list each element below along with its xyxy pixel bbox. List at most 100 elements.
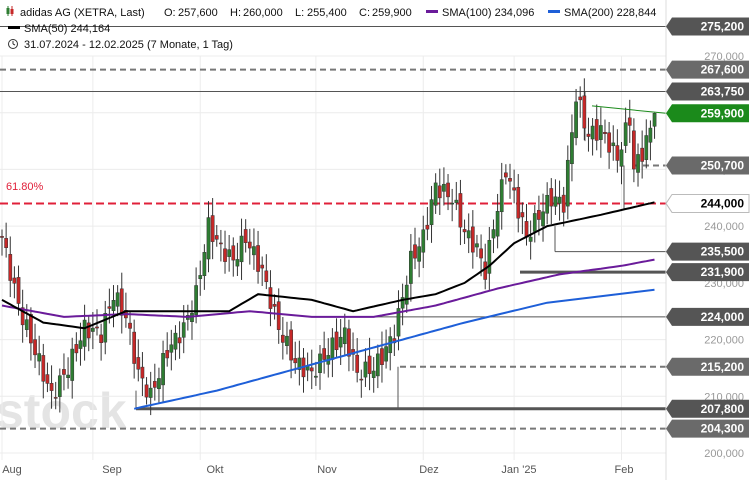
candle xyxy=(599,107,603,158)
candle xyxy=(70,337,75,399)
candle-body xyxy=(396,308,401,337)
candle xyxy=(338,319,343,366)
candle xyxy=(603,119,607,144)
candle xyxy=(342,313,347,356)
candle xyxy=(223,230,227,274)
candle-body xyxy=(161,353,165,386)
candle-body xyxy=(78,340,83,349)
candle xyxy=(512,169,516,204)
candle xyxy=(355,338,360,383)
candle-body xyxy=(446,182,450,198)
candle xyxy=(235,242,240,276)
candle-body xyxy=(537,210,541,220)
high-value: 260,000 xyxy=(243,7,283,19)
candle-body xyxy=(400,297,405,309)
x-tick-label: Aug xyxy=(2,464,22,476)
candle xyxy=(446,174,450,211)
candle xyxy=(62,353,66,391)
candle-body xyxy=(404,284,409,305)
candle-body xyxy=(466,230,471,239)
candle-body xyxy=(429,199,434,226)
candle-body xyxy=(152,381,157,388)
candle-body xyxy=(4,238,8,248)
level-label-box xyxy=(666,419,749,438)
candle xyxy=(20,289,25,343)
candle-body xyxy=(384,346,388,362)
x-tick-label: Jan '25 xyxy=(501,464,536,476)
candle xyxy=(16,265,21,316)
candle xyxy=(309,349,314,390)
candle-body xyxy=(437,185,442,199)
candle-body xyxy=(524,221,529,238)
candle xyxy=(144,377,149,405)
candle-body xyxy=(115,292,120,307)
candle-body xyxy=(41,355,46,382)
candle xyxy=(334,318,339,358)
high-label: H: xyxy=(230,7,241,19)
sma200-legend: SMA(200) 228,844 xyxy=(564,7,656,19)
candle xyxy=(611,125,616,161)
level-label: 207,800 xyxy=(666,399,749,418)
candle-body xyxy=(82,319,87,347)
candle-body xyxy=(371,370,376,378)
level-label-text: 275,200 xyxy=(701,20,745,34)
candle-body xyxy=(91,327,95,332)
candle xyxy=(231,237,236,277)
sma100-legend: SMA(100) 234,096 xyxy=(442,7,534,19)
candle xyxy=(8,236,13,298)
candle xyxy=(475,234,479,257)
candle xyxy=(400,283,405,326)
candle xyxy=(627,99,632,143)
candle xyxy=(111,285,116,328)
level-label-text: 244,000 xyxy=(701,196,745,210)
candle-body xyxy=(214,235,219,240)
chart-title: adidas AG (XETRA, Last) xyxy=(20,7,145,19)
level-label: 224,000 xyxy=(666,307,749,326)
level-label-text: 207,800 xyxy=(701,402,745,416)
candle xyxy=(322,331,326,374)
candle xyxy=(318,345,322,390)
x-tick-label: Sep xyxy=(102,464,122,476)
candle xyxy=(557,180,562,221)
sma200-line xyxy=(133,288,655,410)
candle xyxy=(210,198,215,260)
candle xyxy=(161,340,165,402)
candle-body xyxy=(74,344,79,354)
candle-body xyxy=(442,183,446,192)
candle-body xyxy=(528,236,533,242)
candle xyxy=(256,230,260,284)
candle xyxy=(128,312,132,345)
candle-body xyxy=(458,193,463,228)
candle-body xyxy=(520,212,525,218)
level-label: 263,750 xyxy=(666,82,749,101)
candle-body xyxy=(532,213,537,232)
x-tick-label: Nov xyxy=(317,464,337,476)
candle-body xyxy=(206,217,211,260)
candle xyxy=(173,325,178,361)
level-label-box xyxy=(666,104,749,123)
candle xyxy=(541,193,545,242)
candle-body xyxy=(499,179,504,213)
watermark: stock xyxy=(0,383,127,439)
candle-body xyxy=(70,348,75,381)
level-label: 231,900 xyxy=(666,263,749,282)
candle xyxy=(314,361,318,386)
candle xyxy=(425,207,430,241)
candle xyxy=(49,365,54,409)
candle xyxy=(165,332,170,367)
candle xyxy=(367,337,372,391)
candle xyxy=(528,220,533,260)
candle xyxy=(227,234,232,272)
candle xyxy=(276,288,281,344)
candle-body xyxy=(0,236,4,238)
candle-body xyxy=(280,334,285,343)
candle-body xyxy=(297,357,302,370)
candle-body xyxy=(334,331,339,351)
level-label-box xyxy=(666,156,749,175)
candle xyxy=(103,300,108,355)
candles xyxy=(0,78,657,416)
candle-body xyxy=(285,335,289,347)
candle xyxy=(152,363,157,401)
candle-body xyxy=(342,327,347,345)
sma50-line xyxy=(1,201,655,330)
